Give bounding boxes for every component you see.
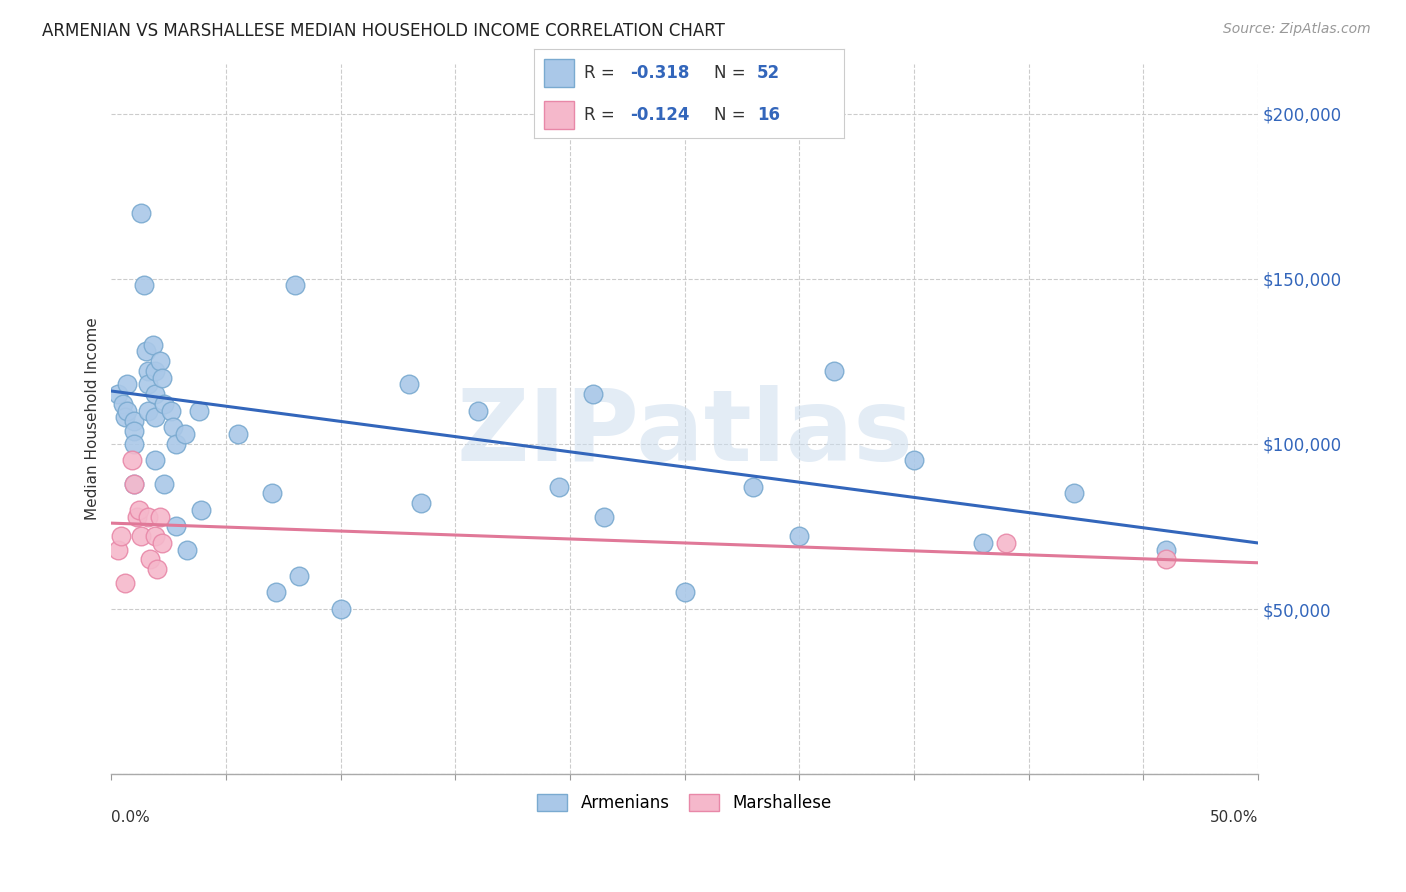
Text: ARMENIAN VS MARSHALLESE MEDIAN HOUSEHOLD INCOME CORRELATION CHART: ARMENIAN VS MARSHALLESE MEDIAN HOUSEHOLD… [42,22,725,40]
Point [148,509,170,524]
Bar [544,59,575,87]
Point [673,585,696,599]
Point [150,371,173,385]
Point [135,344,157,359]
Point [124,437,146,451]
Point [117,404,139,418]
Point [143,453,166,467]
Point [165,437,187,451]
Point [142,338,165,352]
Point [582,387,605,401]
Point [409,496,432,510]
Point [162,420,184,434]
Text: R =: R = [583,106,620,124]
Point [110,529,132,543]
Text: N =: N = [714,106,751,124]
Point [593,509,616,524]
Point [129,529,152,543]
Point [742,480,765,494]
Point [994,536,1017,550]
Point [190,503,212,517]
Point [1063,486,1085,500]
Point [117,377,139,392]
Text: -0.124: -0.124 [630,106,690,124]
Text: 52: 52 [756,64,780,82]
Point [160,404,183,418]
Point [132,278,155,293]
Point [1154,542,1177,557]
Point [129,205,152,219]
Point [139,552,162,566]
Point [226,427,249,442]
Point [124,476,146,491]
Point [111,397,134,411]
Y-axis label: Median Household Income: Median Household Income [86,318,100,520]
Point [173,427,195,442]
Point [107,542,129,557]
Text: ZIPatlas: ZIPatlas [456,384,912,482]
Text: 16: 16 [756,106,780,124]
Text: R =: R = [583,64,620,82]
Point [150,536,173,550]
Point [187,404,209,418]
Point [288,569,311,583]
Point [121,453,143,467]
Point [143,410,166,425]
Point [284,278,307,293]
Point [148,354,170,368]
Point [124,424,146,438]
Point [398,377,420,392]
Point [266,585,288,599]
Point [329,602,352,616]
Point [176,542,198,557]
Point [153,476,176,491]
Point [143,387,166,401]
Point [124,476,146,491]
Point [260,486,283,500]
Point [124,414,146,428]
Point [114,575,136,590]
Point [972,536,994,550]
Point [114,410,136,425]
Point [136,377,159,392]
Point [787,529,810,543]
Point [143,529,166,543]
Point [1154,552,1177,566]
Point [136,509,159,524]
Point [165,519,187,533]
Point [903,453,925,467]
Text: N =: N = [714,64,751,82]
Text: 0.0%: 0.0% [111,810,150,824]
Point [153,397,176,411]
Bar [544,101,575,129]
Legend: Armenians, Marshallese: Armenians, Marshallese [530,788,839,819]
Text: Source: ZipAtlas.com: Source: ZipAtlas.com [1223,22,1371,37]
Point [146,562,169,576]
Point [128,503,150,517]
Point [125,509,148,524]
Text: -0.318: -0.318 [630,64,689,82]
Point [136,404,159,418]
Point [107,387,129,401]
Point [467,404,489,418]
Point [547,480,569,494]
Point [143,364,166,378]
Point [823,364,845,378]
Point [136,364,159,378]
Text: 50.0%: 50.0% [1209,810,1258,824]
